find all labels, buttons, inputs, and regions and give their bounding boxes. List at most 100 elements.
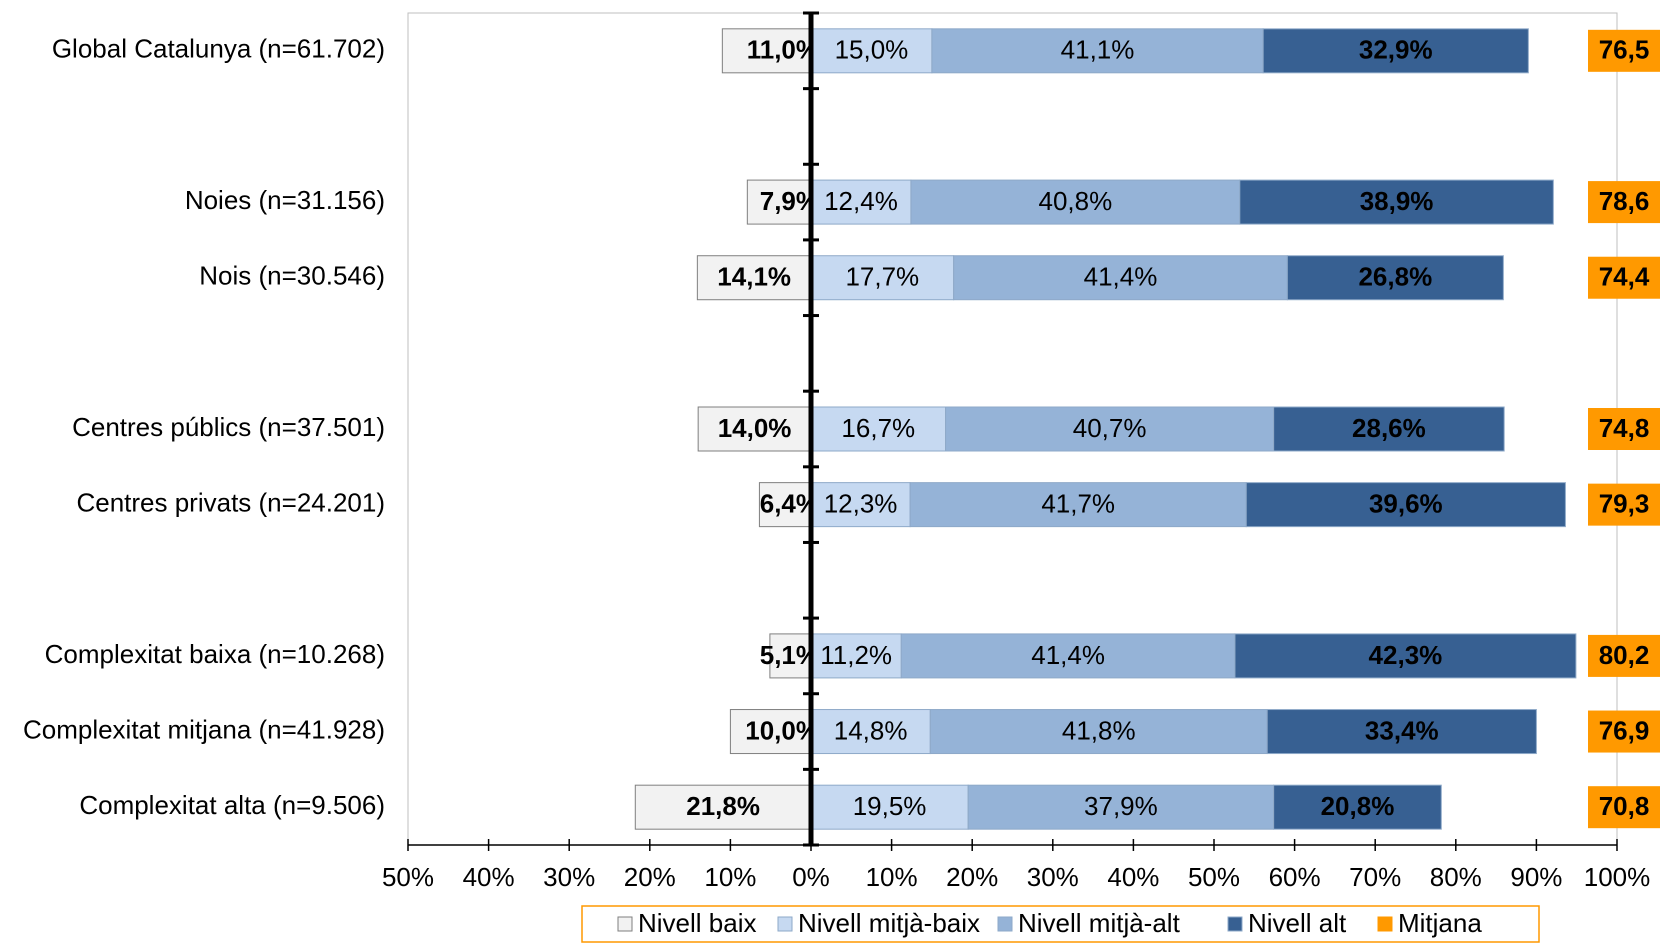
bar-segment bbox=[810, 28, 933, 74]
legend-swatch bbox=[617, 916, 633, 932]
x-tick-label: 10% bbox=[704, 862, 756, 892]
bar-segment bbox=[1262, 28, 1529, 74]
legend-label: Nivell baix bbox=[638, 908, 757, 938]
bar-segment bbox=[1239, 179, 1554, 225]
value-label: 14,0% bbox=[718, 413, 792, 443]
legend-label: Nivell mitjà-alt bbox=[1018, 908, 1181, 938]
bar-segment bbox=[634, 784, 812, 830]
bar-segment bbox=[1245, 482, 1566, 528]
legend-swatch bbox=[777, 916, 793, 932]
bar-segment bbox=[810, 633, 902, 679]
mean-label: 79,3 bbox=[1599, 489, 1650, 519]
mean-box bbox=[1588, 634, 1660, 677]
bar-segment bbox=[1266, 709, 1537, 755]
mean-box bbox=[1588, 181, 1660, 224]
mean-box bbox=[1588, 483, 1660, 526]
bar-segment bbox=[769, 633, 812, 679]
category-label: Nois (n=30.546) bbox=[199, 261, 385, 291]
mean-label: 80,2 bbox=[1599, 640, 1650, 670]
mean-box bbox=[1588, 408, 1660, 450]
value-label: 10,0% bbox=[745, 715, 819, 745]
mean-box bbox=[1588, 29, 1660, 72]
x-tick-label: 0% bbox=[792, 862, 830, 892]
value-label: 40,7% bbox=[1073, 413, 1147, 443]
legend-swatch bbox=[997, 916, 1013, 932]
value-label: 15,0% bbox=[835, 35, 909, 65]
x-tick-label: 50% bbox=[382, 862, 434, 892]
x-tick-label: 60% bbox=[1269, 862, 1321, 892]
value-label: 41,4% bbox=[1031, 640, 1105, 670]
x-tick-label: 80% bbox=[1430, 862, 1482, 892]
value-label: 11,2% bbox=[820, 640, 892, 670]
category-label: Complexitat baixa (n=10.268) bbox=[45, 639, 385, 669]
mean-label: 70,8 bbox=[1599, 791, 1650, 821]
value-label: 41,1% bbox=[1061, 35, 1135, 65]
bar-segment bbox=[1234, 633, 1577, 679]
category-label: Complexitat mitjana (n=41.928) bbox=[23, 714, 385, 744]
bar-segment bbox=[910, 179, 1241, 225]
bar-segment bbox=[909, 482, 1247, 528]
x-tick-label: 90% bbox=[1510, 862, 1562, 892]
value-label: 17,7% bbox=[845, 262, 919, 292]
bar-segment bbox=[900, 633, 1236, 679]
legend-label: Nivell alt bbox=[1248, 908, 1347, 938]
value-label: 41,7% bbox=[1041, 489, 1115, 519]
bar-segment bbox=[953, 255, 1288, 301]
x-tick-label: 20% bbox=[624, 862, 676, 892]
value-label: 12,3% bbox=[824, 489, 898, 519]
value-label: 16,7% bbox=[841, 413, 915, 443]
value-label: 14,8% bbox=[834, 715, 908, 745]
category-label: Centres privats (n=24.201) bbox=[76, 488, 385, 518]
value-label: 33,4% bbox=[1365, 715, 1439, 745]
value-label: 11,0% bbox=[747, 35, 819, 65]
bar-segment bbox=[697, 406, 812, 452]
bar-segment bbox=[696, 255, 812, 301]
bar-segment bbox=[810, 709, 931, 755]
value-label: 41,8% bbox=[1062, 715, 1136, 745]
x-tick-label: 30% bbox=[543, 862, 595, 892]
x-tick-label: 10% bbox=[866, 862, 918, 892]
value-label: 39,6% bbox=[1369, 489, 1443, 519]
mean-label: 74,4 bbox=[1599, 262, 1650, 292]
value-label: 20,8% bbox=[1321, 791, 1395, 821]
value-label: 19,5% bbox=[853, 791, 927, 821]
bar-segment bbox=[746, 179, 812, 225]
x-tick-label: 70% bbox=[1349, 862, 1401, 892]
legend-label: Mitjana bbox=[1398, 908, 1482, 938]
bar-segment bbox=[810, 255, 955, 301]
bar-segment bbox=[758, 482, 812, 528]
value-label: 12,4% bbox=[824, 186, 898, 216]
category-label: Complexitat alta (n=9.506) bbox=[79, 790, 385, 820]
x-tick-label: 100% bbox=[1584, 862, 1651, 892]
category-label: Global Catalunya (n=61.702) bbox=[52, 34, 385, 64]
mean-label: 74,8 bbox=[1599, 413, 1650, 443]
value-label: 38,9% bbox=[1360, 186, 1434, 216]
bar-segment bbox=[1286, 255, 1504, 301]
x-tick-label: 40% bbox=[1107, 862, 1159, 892]
value-label: 14,1% bbox=[717, 262, 791, 292]
bar-segment bbox=[1273, 406, 1505, 452]
bar-segment bbox=[967, 784, 1275, 830]
mean-label: 76,5 bbox=[1599, 35, 1650, 65]
bar-segment bbox=[1273, 784, 1442, 830]
bar-segment bbox=[729, 709, 812, 755]
x-tick-label: 30% bbox=[1027, 862, 1079, 892]
value-label: 21,8% bbox=[686, 791, 760, 821]
category-label: Noies (n=31.156) bbox=[185, 185, 385, 215]
mean-box bbox=[1588, 256, 1660, 299]
legend-swatch bbox=[1227, 916, 1243, 932]
bar-segment bbox=[945, 406, 1275, 452]
mean-label: 76,9 bbox=[1599, 715, 1650, 745]
mean-box bbox=[1588, 710, 1660, 753]
value-label: 28,6% bbox=[1352, 413, 1426, 443]
legend-swatch bbox=[1377, 916, 1393, 932]
x-tick-label: 40% bbox=[463, 862, 515, 892]
legend-label: Nivell mitjà-baix bbox=[798, 908, 980, 938]
value-label: 42,3% bbox=[1369, 640, 1443, 670]
value-label: 32,9% bbox=[1359, 35, 1433, 65]
x-tick-label: 20% bbox=[946, 862, 998, 892]
bar-segment bbox=[810, 406, 947, 452]
value-label: 37,9% bbox=[1084, 791, 1158, 821]
value-label: 26,8% bbox=[1358, 262, 1432, 292]
